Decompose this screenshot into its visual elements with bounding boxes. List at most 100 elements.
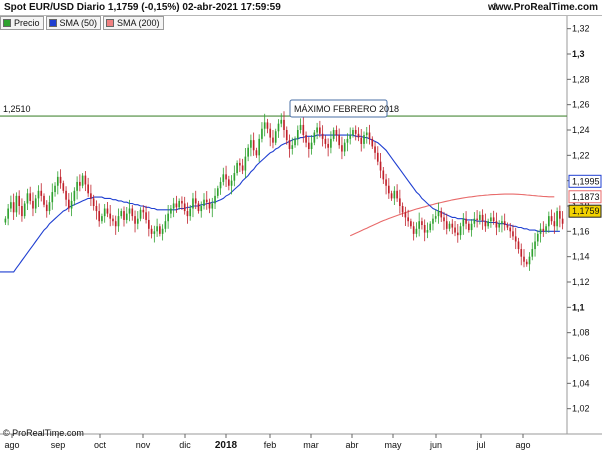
x-tick-label: oct [94, 440, 107, 450]
price-badge-label: 1,1873 [572, 192, 600, 202]
candle-body [316, 127, 318, 133]
candle-body [239, 162, 241, 166]
candle-body [167, 213, 169, 222]
y-tick-label: 1,32 [572, 24, 590, 34]
candle-body [228, 179, 230, 186]
candle-body [357, 133, 360, 138]
candle-body [153, 231, 156, 234]
candle-body [440, 211, 443, 218]
candle-body [525, 261, 528, 265]
site-url[interactable]: www.ProRealTime.com [487, 2, 598, 13]
candle-body [26, 193, 29, 204]
x-tick-label: jun [429, 440, 442, 450]
candle-body [308, 142, 310, 149]
candle-body [101, 216, 103, 222]
candle-body [219, 181, 222, 189]
candle-body [437, 211, 440, 217]
candle-body [410, 221, 412, 227]
legend-item-price[interactable]: Precio [0, 16, 44, 30]
candle-body [120, 211, 123, 217]
candle-body [459, 226, 462, 236]
candle-body [161, 228, 164, 234]
candle-body [487, 221, 489, 227]
candle-body [429, 223, 432, 231]
candle-body [363, 135, 365, 144]
legend: Precio SMA (50) SMA (200) [0, 16, 166, 30]
candle-body [56, 176, 59, 186]
candle-body [448, 223, 451, 229]
candle-body [528, 256, 531, 265]
candle-body [175, 203, 178, 208]
candle-body [150, 228, 153, 234]
candle-body [490, 217, 492, 222]
annotation-box [289, 99, 388, 118]
candle-body [327, 143, 329, 148]
x-tick-label: abr [345, 440, 358, 450]
candle-body [390, 193, 393, 199]
candle-body [222, 174, 225, 182]
candle-body [244, 156, 247, 171]
candle-body [470, 223, 473, 231]
candle-body [412, 226, 415, 234]
annotation: MÁXIMO FEBRERO 2018 [289, 99, 399, 118]
candle-body [192, 198, 194, 209]
candle-body [302, 124, 305, 136]
candle-body [84, 175, 87, 185]
expand-arrow-icon[interactable]: ⇕ [491, 2, 500, 13]
candle-body [76, 181, 78, 191]
candle-body [349, 135, 352, 139]
candle-body [29, 193, 32, 201]
candle-body [443, 217, 445, 222]
price-badge [568, 204, 602, 218]
candle-body [285, 130, 288, 141]
candle-body [200, 206, 203, 212]
candle-body [233, 173, 236, 181]
candle-body [12, 202, 15, 213]
candle-body [208, 202, 211, 209]
y-tick-label: 1,26 [572, 100, 590, 110]
candle-body [553, 221, 556, 227]
candle-body [70, 200, 73, 209]
candle-body [148, 219, 150, 229]
legend-item-sma50[interactable]: SMA (50) [45, 16, 102, 30]
candle-body [145, 212, 147, 220]
legend-swatch-sma200 [106, 19, 115, 27]
candle-body [288, 140, 291, 149]
x-tick-label: may [384, 440, 402, 450]
candle-body [23, 203, 26, 217]
candle-body [539, 228, 542, 234]
candle-body [388, 185, 390, 194]
candle-body [462, 218, 465, 227]
candle-body [269, 128, 272, 138]
candle-body [514, 236, 517, 242]
candle-body [445, 221, 448, 229]
candle-body [382, 170, 385, 180]
candle-body [247, 147, 249, 157]
candle-body [18, 195, 20, 206]
candle-body [368, 132, 371, 139]
candle-body [418, 221, 420, 229]
legend-item-sma200[interactable]: SMA (200) [103, 16, 164, 30]
candle-body [396, 190, 398, 199]
candle-body [131, 208, 134, 217]
candle-body [203, 199, 205, 206]
candle-body [87, 184, 89, 194]
candle-body [512, 231, 514, 237]
candle-body [465, 218, 467, 224]
candle-body [68, 199, 70, 209]
resistance-label: 1,2510 [3, 104, 31, 114]
candle-body [255, 150, 258, 156]
candle-body [261, 128, 263, 139]
candle-body [37, 190, 40, 199]
candle-body [531, 249, 534, 257]
candle-body [21, 206, 23, 217]
candle-body [343, 142, 346, 152]
candle-body [186, 211, 189, 217]
candle-body [360, 137, 363, 144]
candle-body [423, 225, 426, 233]
y-tick-label: 1,24 [572, 125, 590, 135]
candle-body [62, 183, 65, 191]
candle-body [321, 133, 324, 139]
candle-body [103, 208, 106, 217]
